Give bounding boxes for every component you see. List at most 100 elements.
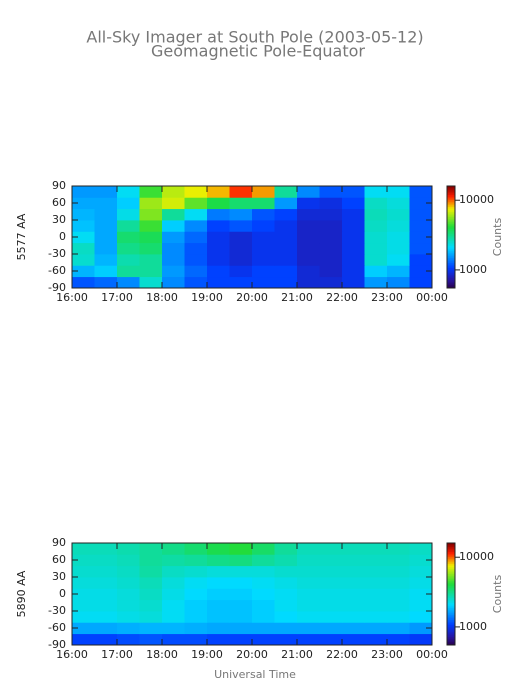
heatmap-cell <box>72 220 95 232</box>
y-tick-label: -30 <box>48 604 66 617</box>
x-axis-label: Universal Time <box>214 668 296 680</box>
heatmap-cell <box>72 254 95 266</box>
colorbar-segment <box>447 604 455 607</box>
heatmap-cell <box>184 633 208 646</box>
heatmap-cell <box>72 633 95 646</box>
heatmap-cell <box>252 276 275 289</box>
colorbar-segment <box>447 255 455 258</box>
heatmap-cell <box>319 611 343 623</box>
heatmap-cell <box>342 599 365 612</box>
colorbar-segment <box>447 628 455 631</box>
heatmap-cell <box>252 186 275 198</box>
chart-title: All-Sky Imager at South Pole (2003-05-12… <box>86 28 423 47</box>
heatmap-cell <box>117 220 140 232</box>
y-axis-label: 5577 AA <box>15 213 28 260</box>
colorbar-segment <box>447 260 455 263</box>
colorbar-segment <box>447 636 455 639</box>
colorbar-segment <box>447 196 455 199</box>
heatmap-cell <box>94 565 118 578</box>
heatmap-cell <box>162 611 185 623</box>
colorbar-segment <box>447 204 455 207</box>
heatmap-cell <box>207 197 230 210</box>
x-tick-label: 22:00 <box>326 648 358 661</box>
heatmap-cell <box>117 554 140 567</box>
colorbar-segment <box>447 194 455 197</box>
colorbar-segment <box>447 259 455 262</box>
colorbar-segment <box>447 240 455 243</box>
colorbar-segment <box>447 286 455 289</box>
heatmap-cell <box>207 231 230 244</box>
colorbar-segment <box>447 245 455 248</box>
colorbar-segment <box>447 607 455 610</box>
heatmap-cell <box>252 208 275 221</box>
heatmap-cell <box>252 622 275 635</box>
heatmap-cell <box>72 577 95 589</box>
heatmap-cell <box>229 231 253 244</box>
heatmap-cell <box>184 577 208 589</box>
y-tick-label: 0 <box>59 230 66 243</box>
colorbar-segment <box>447 617 455 620</box>
heatmap-cell <box>409 208 433 221</box>
heatmap-cell <box>387 220 410 232</box>
colorbar-segment <box>447 243 455 246</box>
heatmap-cell <box>364 276 388 289</box>
colorbar-segment <box>447 192 455 195</box>
x-tick-label: 20:00 <box>236 291 268 304</box>
colorbar-segment <box>447 582 455 585</box>
heatmap-cell <box>139 186 163 198</box>
x-tick-label: 19:00 <box>191 648 223 661</box>
heatmap-cell <box>229 599 253 612</box>
colorbar-segment <box>447 597 455 600</box>
heatmap-cell <box>364 231 388 244</box>
colorbar-segment <box>447 237 455 240</box>
colorbar-segment <box>447 556 455 559</box>
heatmap-cell <box>387 633 410 646</box>
colorbar-segment <box>447 554 455 558</box>
heatmap-cell <box>252 197 275 210</box>
colorbar-segment <box>447 282 455 286</box>
heatmap-cell <box>72 565 95 578</box>
heatmap-cell <box>387 543 410 555</box>
heatmap-cell <box>297 577 320 589</box>
heatmap-cell <box>162 242 185 255</box>
heatmap-cell <box>274 611 298 623</box>
heatmap-cell <box>207 611 230 623</box>
heatmap-cell <box>342 242 365 255</box>
colorbar-segment <box>447 611 455 614</box>
heatmap-cell <box>342 276 365 289</box>
heatmap-cell <box>184 208 208 221</box>
y-tick-label: -60 <box>48 264 66 277</box>
heatmap-cell <box>139 242 163 255</box>
heatmap-cell <box>274 543 298 555</box>
colorbar-segment <box>447 560 455 563</box>
heatmap-cell <box>207 220 230 232</box>
heatmap-cell <box>229 265 253 278</box>
heatmap-cell <box>297 242 320 255</box>
colorbar-segment <box>447 573 455 576</box>
heatmap-cell <box>117 599 140 612</box>
heatmap-cell <box>229 220 253 232</box>
colorbar-segment <box>447 220 455 223</box>
heatmap-cell <box>387 242 410 255</box>
heatmap-cell <box>162 254 185 266</box>
colorbar-segment <box>447 592 455 595</box>
colorbar-segment <box>447 563 455 566</box>
heatmap-cell <box>409 197 433 210</box>
heatmap-cell <box>207 543 230 555</box>
colorbar-segment <box>447 605 455 609</box>
heatmap-cell <box>297 186 320 198</box>
colorbar-segment <box>447 223 455 226</box>
colorbar-segment <box>447 622 455 626</box>
heatmap-cell <box>94 231 118 244</box>
heatmap-cell <box>319 543 343 555</box>
colorbar-segment <box>447 233 455 236</box>
heatmap-cell <box>252 220 275 232</box>
heatmap-cell <box>409 186 433 198</box>
heatmap-cell <box>117 254 140 266</box>
heatmap-cell <box>184 611 208 623</box>
heatmap-cell <box>319 599 343 612</box>
colorbar-segment <box>447 238 455 241</box>
heatmap-cell <box>72 588 95 601</box>
heatmap-cell <box>297 543 320 555</box>
colorbar-segment <box>447 638 455 641</box>
